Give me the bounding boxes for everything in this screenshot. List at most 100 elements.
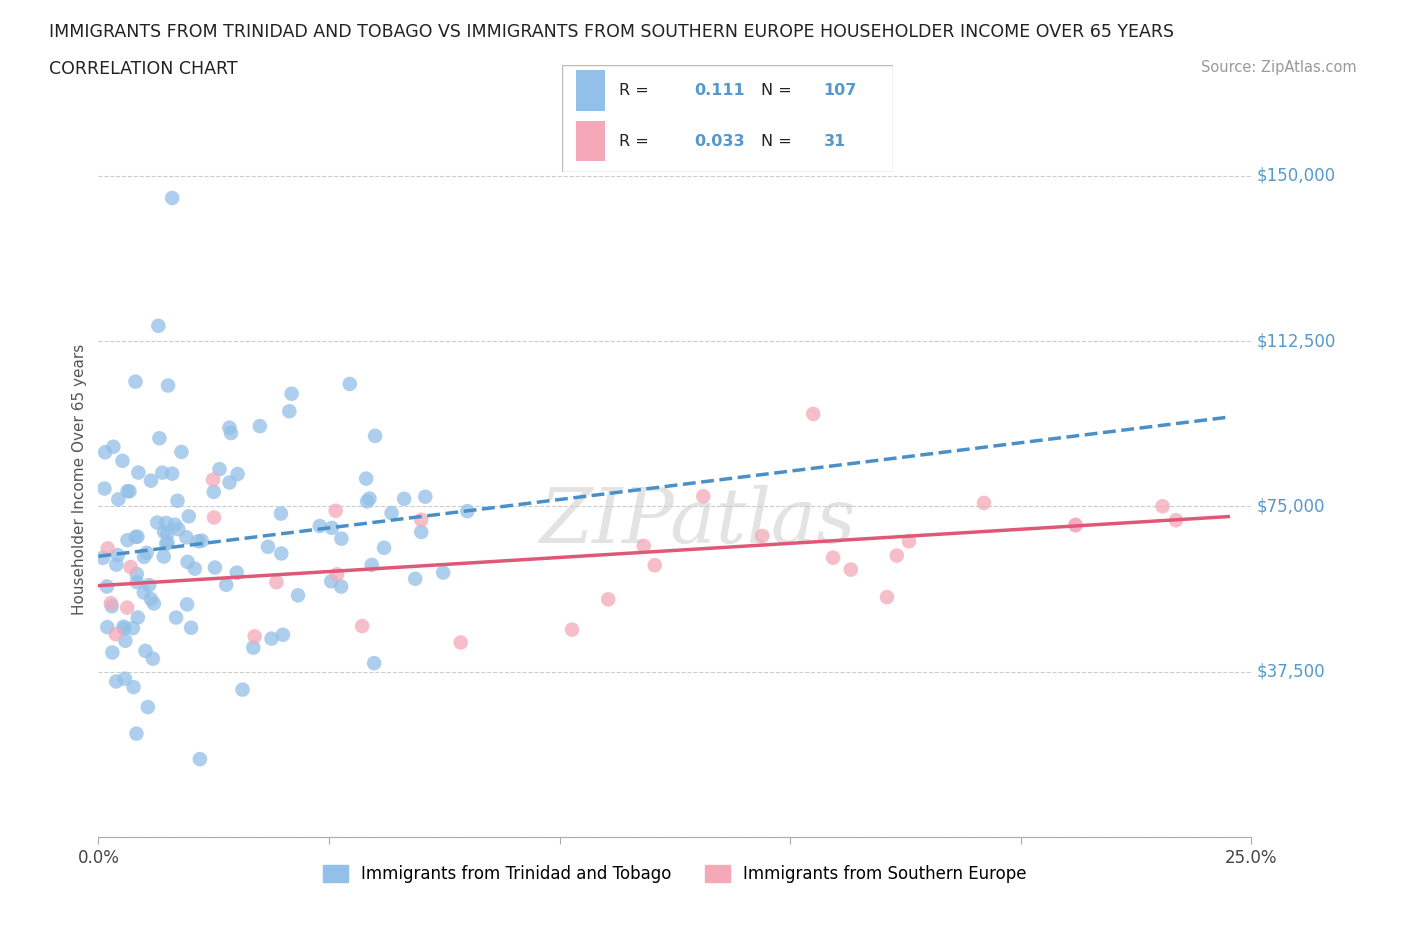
Text: $150,000: $150,000	[1257, 167, 1336, 185]
Point	[117, 533, 139, 548]
Point	[321, 521, 343, 536]
Point	[450, 635, 472, 650]
Point	[125, 529, 148, 544]
Text: 0.033: 0.033	[695, 134, 745, 149]
Point	[280, 386, 302, 401]
Point	[249, 418, 271, 433]
Point	[380, 506, 402, 521]
Point	[114, 633, 136, 648]
Point	[127, 610, 149, 625]
Point	[1152, 498, 1174, 513]
Point	[150, 465, 173, 480]
Point	[411, 525, 433, 539]
Point	[155, 515, 177, 530]
Point	[105, 557, 128, 572]
Point	[260, 631, 283, 646]
Point	[188, 751, 211, 766]
Point	[91, 551, 114, 565]
Point	[456, 504, 478, 519]
Text: CORRELATION CHART: CORRELATION CHART	[49, 60, 238, 78]
Point	[153, 525, 176, 539]
Point	[155, 537, 177, 551]
Text: $37,500: $37,500	[1257, 663, 1326, 681]
Point	[160, 191, 183, 206]
Point	[139, 591, 162, 606]
Point	[166, 493, 188, 508]
Point	[122, 680, 145, 695]
Point	[111, 453, 134, 468]
Text: R =: R =	[619, 84, 648, 99]
Point	[218, 475, 240, 490]
Point	[135, 545, 157, 560]
Point	[751, 528, 773, 543]
Point	[160, 466, 183, 481]
Text: IMMIGRANTS FROM TRINIDAD AND TOBAGO VS IMMIGRANTS FROM SOUTHERN EUROPE HOUSEHOLD: IMMIGRANTS FROM TRINIDAD AND TOBAGO VS I…	[49, 23, 1174, 41]
Point	[170, 445, 193, 459]
Point	[404, 571, 426, 586]
Point	[142, 596, 165, 611]
Point	[364, 429, 387, 444]
Point	[96, 619, 118, 634]
Point	[117, 484, 139, 498]
Y-axis label: Householder Income Over 65 years: Householder Income Over 65 years	[72, 343, 87, 615]
Point	[118, 484, 141, 498]
Point	[215, 578, 238, 592]
Text: R =: R =	[619, 134, 648, 149]
Point	[152, 549, 174, 564]
Point	[184, 561, 207, 576]
Point	[359, 491, 381, 506]
Point	[104, 627, 127, 642]
Point	[138, 578, 160, 592]
Point	[692, 489, 714, 504]
Point	[373, 540, 395, 555]
Point	[218, 420, 240, 435]
Point	[363, 656, 385, 671]
Text: N =: N =	[761, 84, 792, 99]
Point	[180, 620, 202, 635]
Bar	[575, 121, 606, 162]
Point	[432, 565, 454, 580]
Point	[308, 519, 330, 534]
Point	[644, 558, 666, 573]
Point	[156, 526, 179, 541]
Point	[321, 574, 343, 589]
Point	[823, 551, 845, 565]
Point	[176, 554, 198, 569]
Point	[125, 726, 148, 741]
Point	[354, 472, 377, 486]
Point	[330, 579, 353, 594]
Point	[103, 439, 125, 454]
Point	[325, 503, 347, 518]
Point	[339, 377, 361, 392]
Point	[101, 645, 124, 660]
Text: $112,500: $112,500	[1257, 332, 1337, 351]
Legend: Immigrants from Trinidad and Tobago, Immigrants from Southern Europe: Immigrants from Trinidad and Tobago, Imm…	[316, 858, 1033, 889]
Text: $75,000: $75,000	[1257, 498, 1326, 515]
Point	[115, 600, 138, 615]
Point	[107, 548, 129, 563]
Point	[163, 517, 186, 532]
Point	[107, 492, 129, 507]
Text: ZIPatlas: ZIPatlas	[540, 485, 856, 559]
Point	[127, 465, 149, 480]
Point	[561, 622, 583, 637]
Point	[156, 536, 179, 551]
Point	[146, 515, 169, 530]
Point	[886, 548, 908, 563]
Point	[326, 567, 349, 582]
Point	[356, 494, 378, 509]
Point	[94, 445, 117, 459]
Point	[157, 379, 180, 393]
Point	[801, 406, 824, 421]
Point	[360, 558, 382, 573]
Point	[257, 539, 280, 554]
Point	[219, 426, 242, 441]
Point	[100, 599, 122, 614]
Text: 31: 31	[824, 134, 845, 149]
Point	[114, 671, 136, 686]
Point	[225, 565, 247, 580]
Point	[167, 522, 190, 537]
Point	[112, 619, 135, 634]
Point	[202, 510, 225, 525]
Bar	[575, 71, 606, 111]
